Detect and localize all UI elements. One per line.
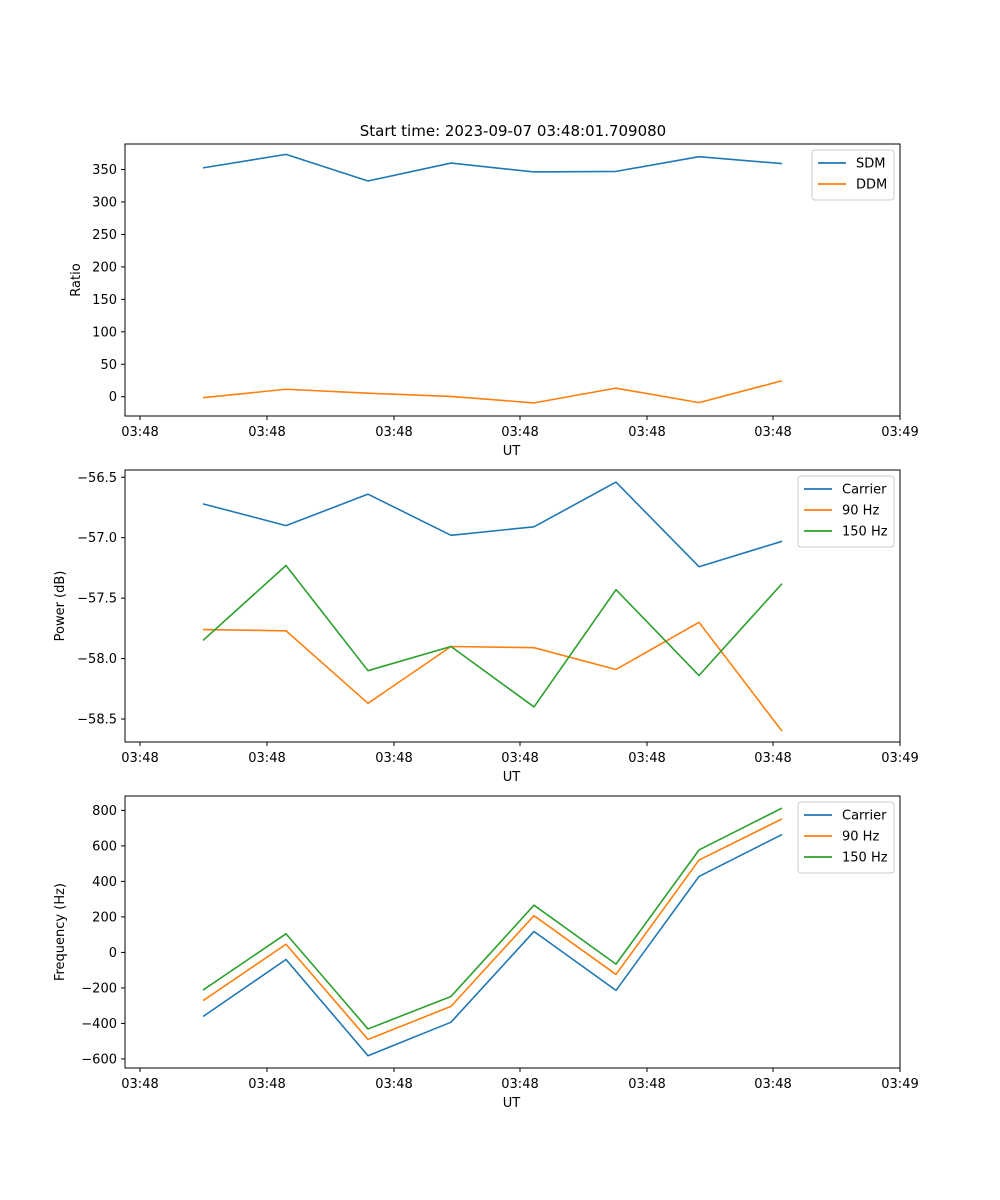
legend-label: 150 Hz (842, 851, 888, 866)
legend-label: DDM (856, 178, 887, 193)
legend-label: 90 Hz (842, 830, 879, 845)
x-tick-label: 03:48 (248, 1077, 285, 1092)
plot-area: 03:48 03:48 03:48 03:48 03:48 03:48 03:49 0 50 10… (53, 143, 919, 1111)
x-tick-label: 03:49 (881, 751, 918, 766)
legend-box (797, 801, 895, 874)
y-tick-label: −56.5 (77, 471, 117, 486)
x-tick-label: 03:48 (248, 425, 285, 440)
chart-power: 03:48 03:48 03:48 03:48 03:48 03:48 03:49 −58.5… (53, 469, 919, 785)
axes-frame (124, 469, 901, 743)
legend-box (797, 475, 895, 548)
axes-frame (124, 143, 901, 417)
y-tick-label: −200 (81, 981, 117, 996)
y-tick-label: −58.0 (77, 652, 117, 667)
series-line-90-hz (202, 621, 783, 732)
series-line-ddm (202, 379, 783, 404)
y-tick-label: 300 (92, 195, 117, 210)
x-axis-label: UT (503, 1096, 521, 1111)
x-axis-label: UT (503, 770, 521, 785)
y-tick-label: 800 (92, 804, 117, 819)
legend: Carrier 90 Hz 150 Hz (797, 475, 895, 548)
y-tick-label: −57.0 (77, 531, 117, 546)
x-tick-label: 03:48 (628, 425, 665, 440)
series-line-sdm (202, 153, 783, 182)
y-tick-label: 600 (92, 839, 117, 854)
x-tick-label: 03:49 (881, 425, 918, 440)
y-tick-label: 400 (92, 875, 117, 890)
x-tick-label: 03:48 (501, 1077, 538, 1092)
y-tick-label: 50 (100, 358, 117, 373)
x-tick-label: 03:48 (375, 1077, 412, 1092)
series-line-carrier (202, 833, 783, 1057)
series-line-150-hz (202, 564, 783, 708)
legend-label: 150 Hz (842, 525, 888, 540)
y-tick-label: 350 (92, 163, 117, 178)
x-tick-label: 03:48 (375, 751, 412, 766)
legend-label: Carrier (842, 483, 887, 498)
x-tick-label: 03:48 (121, 1077, 158, 1092)
y-tick-label: 150 (92, 293, 117, 308)
chart-ratio: 03:48 03:48 03:48 03:48 03:48 03:48 03:49 0 50 10… (69, 143, 919, 459)
axes-frame (124, 795, 901, 1069)
legend-label: 90 Hz (842, 504, 879, 519)
x-tick-label: 03:49 (881, 1077, 918, 1092)
legend: SDM DDM (811, 149, 895, 201)
x-axis-label: UT (503, 444, 521, 459)
y-tick-label: 0 (109, 390, 117, 405)
y-axis-label: Frequency (Hz) (53, 883, 68, 981)
x-tick-label: 03:48 (754, 425, 791, 440)
figure-title: Start time: 2023-09-07 03:48:01.709080 (360, 122, 666, 140)
legend-label: SDM (856, 157, 885, 172)
y-axis-label: Ratio (69, 263, 84, 296)
y-tick-label: 200 (92, 260, 117, 275)
x-tick-label: 03:48 (628, 1077, 665, 1092)
x-tick-label: 03:48 (754, 751, 791, 766)
series-line-carrier (202, 481, 783, 568)
legend: Carrier 90 Hz 150 Hz (797, 801, 895, 874)
y-tick-label: −58.5 (77, 713, 117, 728)
x-tick-label: 03:48 (248, 751, 285, 766)
y-tick-label: −600 (81, 1052, 117, 1067)
y-axis-label: Power (dB) (53, 571, 68, 642)
y-tick-label: 250 (92, 228, 117, 243)
x-tick-label: 03:48 (121, 751, 158, 766)
series-line-90-hz (202, 818, 783, 1041)
chart-frequency: 03:48 03:48 03:48 03:48 03:48 03:48 03:49 −600 −… (53, 795, 919, 1111)
x-tick-label: 03:48 (501, 425, 538, 440)
y-tick-label: 200 (92, 910, 117, 925)
y-tick-label: −400 (81, 1017, 117, 1032)
legend-label: Carrier (842, 809, 887, 824)
y-tick-label: 100 (92, 325, 117, 340)
x-tick-label: 03:48 (628, 751, 665, 766)
y-tick-label: 0 (109, 946, 117, 961)
x-tick-label: 03:48 (501, 751, 538, 766)
series-line-150-hz (202, 807, 783, 1030)
x-tick-label: 03:48 (121, 425, 158, 440)
x-tick-label: 03:48 (375, 425, 412, 440)
y-tick-label: −57.5 (77, 592, 117, 607)
x-tick-label: 03:48 (754, 1077, 791, 1092)
